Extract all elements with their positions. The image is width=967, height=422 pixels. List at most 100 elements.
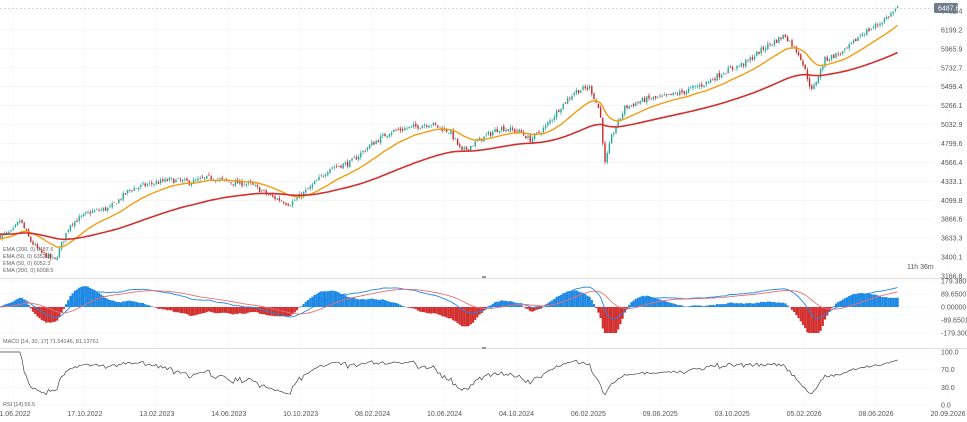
candle bbox=[190, 183, 193, 186]
candle bbox=[34, 244, 36, 245]
candle bbox=[197, 178, 199, 181]
macd-bar bbox=[425, 307, 428, 313]
candle bbox=[522, 132, 525, 136]
macd-bar bbox=[271, 307, 274, 316]
time-tick-label: 04.10.2024 bbox=[499, 411, 534, 418]
macd-signal-line bbox=[0, 288, 898, 315]
macd-bar bbox=[755, 302, 758, 308]
candle bbox=[104, 207, 107, 211]
candle bbox=[544, 125, 547, 129]
candle bbox=[676, 93, 679, 95]
macd-bar bbox=[56, 307, 59, 321]
macd-bar bbox=[896, 297, 899, 308]
candle bbox=[784, 34, 787, 38]
macd-bar bbox=[722, 303, 725, 308]
candle bbox=[456, 138, 459, 145]
pane-resize-handle[interactable] bbox=[482, 276, 486, 278]
macd-bar bbox=[760, 301, 763, 308]
rsi-pane[interactable]: RSI [14] 55.5 bbox=[0, 351, 898, 408]
candle bbox=[762, 47, 765, 50]
candle bbox=[670, 93, 672, 96]
macd-bar bbox=[31, 307, 35, 312]
macd-bar bbox=[707, 305, 710, 308]
macd-bar bbox=[834, 303, 838, 308]
macd-bar bbox=[584, 293, 587, 308]
candle bbox=[430, 125, 432, 126]
candle bbox=[665, 94, 668, 96]
rsi-tick-label: 70.0 bbox=[941, 367, 955, 374]
macd-bar bbox=[53, 307, 57, 322]
macd-bar bbox=[346, 296, 349, 308]
candle bbox=[173, 178, 175, 184]
price-pane[interactable] bbox=[0, 5, 933, 261]
macd-bar bbox=[280, 307, 283, 317]
candle bbox=[291, 201, 294, 206]
macd-bar bbox=[738, 303, 741, 308]
candle bbox=[14, 224, 17, 227]
candle bbox=[828, 59, 831, 61]
candle bbox=[309, 186, 311, 190]
time-axis[interactable]: 21.06.2022 17.10.2022 13.02.2023 14.06.2023… bbox=[0, 411, 966, 418]
candle bbox=[137, 187, 140, 190]
candle bbox=[100, 209, 102, 211]
macd-bar bbox=[892, 297, 895, 308]
candle bbox=[872, 27, 875, 28]
candle bbox=[434, 123, 437, 125]
macd-bar bbox=[876, 295, 879, 308]
macd-bar bbox=[839, 300, 842, 308]
candle bbox=[287, 203, 289, 206]
macd-bar bbox=[474, 307, 477, 320]
candle bbox=[819, 68, 822, 78]
macd-bar bbox=[887, 297, 890, 308]
candle bbox=[74, 221, 76, 227]
candle bbox=[181, 179, 184, 182]
macd-bar bbox=[832, 306, 835, 308]
macd-bar bbox=[214, 307, 217, 314]
macd-pane[interactable]: MACD [14, 30, 17] 71.54146, 81.13761 bbox=[0, 286, 899, 345]
candle bbox=[113, 202, 116, 204]
macd-bar bbox=[372, 299, 376, 308]
macd-bar bbox=[557, 295, 560, 308]
macd-bar bbox=[667, 302, 670, 308]
candle bbox=[417, 125, 419, 129]
candle bbox=[364, 151, 366, 152]
macd-bar bbox=[535, 307, 538, 310]
macd-bar bbox=[786, 305, 789, 308]
macd-bar bbox=[135, 301, 138, 308]
macd-bar bbox=[529, 307, 532, 312]
last-price-badge: 6487.6 bbox=[934, 3, 960, 13]
candle bbox=[437, 125, 439, 128]
price-axis[interactable]: 6432.46199.25965.95732.75499.45266.15032… bbox=[941, 9, 967, 410]
macd-bar bbox=[304, 301, 307, 308]
pane-resize-handle[interactable] bbox=[482, 347, 486, 349]
macd-bar bbox=[465, 307, 468, 327]
macd-bar bbox=[705, 305, 708, 308]
macd-bar bbox=[210, 307, 213, 312]
macd-bar bbox=[793, 307, 796, 312]
macd-bar bbox=[441, 307, 444, 317]
candle bbox=[93, 210, 96, 212]
time-tick-label: 21.06.2022 bbox=[0, 411, 31, 418]
candle bbox=[683, 91, 685, 94]
time-tick-label: 08.02.2024 bbox=[355, 411, 390, 418]
candle bbox=[373, 142, 375, 145]
candle bbox=[47, 253, 50, 259]
candle bbox=[775, 39, 778, 43]
macd-bar bbox=[353, 297, 356, 308]
candle bbox=[685, 91, 688, 95]
candle bbox=[65, 232, 67, 241]
macd-bar bbox=[650, 296, 653, 308]
macd-bar bbox=[454, 307, 457, 322]
rsi-legend: RSI [14] 55.5 bbox=[3, 402, 35, 408]
candle bbox=[569, 97, 571, 99]
macd-bar bbox=[328, 290, 332, 308]
macd-bar bbox=[320, 291, 323, 308]
candle bbox=[232, 184, 234, 185]
candle bbox=[855, 38, 857, 42]
macd-bar bbox=[678, 304, 681, 308]
candle bbox=[736, 65, 738, 69]
macd-bar bbox=[852, 293, 855, 308]
rsi-tick-label: 0.0 bbox=[941, 403, 951, 410]
candle bbox=[38, 248, 41, 250]
